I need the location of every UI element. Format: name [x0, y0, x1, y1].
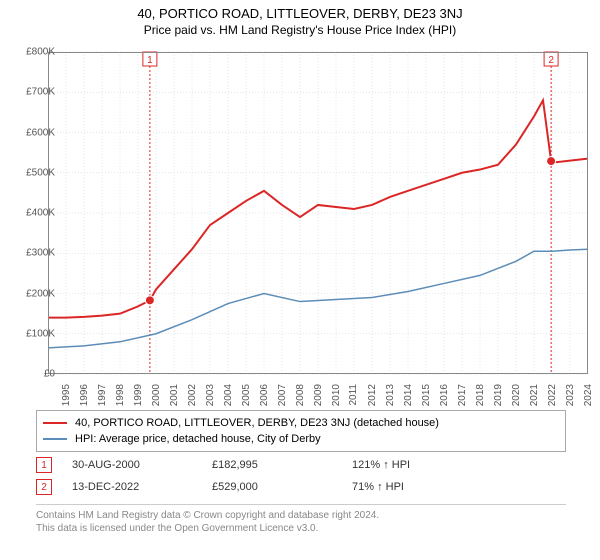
sale-badge: 1 [36, 457, 52, 473]
legend-label: HPI: Average price, detached house, City… [75, 433, 321, 445]
x-tick-label: 1995 [61, 384, 72, 406]
sale-date: 30-AUG-2000 [72, 459, 212, 471]
sale-date: 13-DEC-2022 [72, 481, 212, 493]
x-tick-label: 1997 [97, 384, 108, 406]
x-tick-label: 2011 [348, 384, 359, 406]
x-tick-label: 2009 [313, 384, 324, 406]
svg-text:2: 2 [548, 55, 554, 66]
svg-text:1: 1 [147, 55, 153, 66]
sale-vs-hpi: 71% ↑ HPI [352, 481, 492, 493]
x-tick-label: 2018 [475, 384, 486, 406]
legend: 40, PORTICO ROAD, LITTLEOVER, DERBY, DE2… [36, 410, 566, 452]
page-subtitle: Price paid vs. HM Land Registry's House … [0, 21, 600, 37]
sale-vs-hpi: 121% ↑ HPI [352, 459, 492, 471]
x-tick-label: 2004 [223, 384, 234, 406]
y-tick-label: £500K [5, 167, 55, 178]
x-tick-label: 2001 [169, 384, 180, 406]
table-row: 2 13-DEC-2022 £529,000 71% ↑ HPI [36, 476, 566, 498]
x-tick-label: 2002 [187, 384, 198, 406]
x-tick-label: 2008 [295, 384, 306, 406]
y-tick-label: £100K [5, 328, 55, 339]
sale-badge: 2 [36, 479, 52, 495]
x-tick-label: 2005 [241, 384, 252, 406]
sales-table: 1 30-AUG-2000 £182,995 121% ↑ HPI 2 13-D… [36, 454, 566, 498]
x-tick-label: 2019 [493, 384, 504, 406]
chart-container: 40, PORTICO ROAD, LITTLEOVER, DERBY, DE2… [0, 0, 600, 560]
y-tick-label: £600K [5, 127, 55, 138]
x-tick-label: 2016 [439, 384, 450, 406]
y-tick-label: £700K [5, 87, 55, 98]
legend-item: 40, PORTICO ROAD, LITTLEOVER, DERBY, DE2… [43, 415, 559, 431]
x-tick-label: 1999 [133, 384, 144, 406]
footnote: Contains HM Land Registry data © Crown c… [36, 504, 566, 535]
legend-swatch-icon [43, 422, 67, 424]
x-tick-label: 2015 [421, 384, 432, 406]
footnote-line: This data is licensed under the Open Gov… [36, 522, 566, 535]
x-tick-label: 1996 [79, 384, 90, 406]
x-tick-label: 2014 [403, 384, 414, 406]
x-tick-label: 2020 [511, 384, 522, 406]
x-tick-label: 2017 [457, 384, 468, 406]
x-tick-label: 2006 [259, 384, 270, 406]
x-tick-label: 2000 [151, 384, 162, 406]
chart-plot: 12 [48, 48, 588, 378]
x-tick-label: 2021 [529, 384, 540, 406]
y-tick-label: £800K [5, 47, 55, 58]
table-row: 1 30-AUG-2000 £182,995 121% ↑ HPI [36, 454, 566, 476]
x-tick-label: 2003 [205, 384, 216, 406]
x-tick-label: 2023 [565, 384, 576, 406]
legend-swatch-icon [43, 438, 67, 440]
y-tick-label: £300K [5, 248, 55, 259]
x-tick-label: 2012 [367, 384, 378, 406]
sale-price: £529,000 [212, 481, 352, 493]
sale-price: £182,995 [212, 459, 352, 471]
y-tick-label: £200K [5, 288, 55, 299]
x-tick-label: 2024 [583, 384, 594, 406]
x-tick-label: 2010 [331, 384, 342, 406]
legend-label: 40, PORTICO ROAD, LITTLEOVER, DERBY, DE2… [75, 417, 439, 429]
legend-item: HPI: Average price, detached house, City… [43, 431, 559, 447]
x-tick-label: 2007 [277, 384, 288, 406]
x-tick-label: 2022 [547, 384, 558, 406]
line-chart-svg: 12 [48, 48, 588, 378]
y-tick-label: £0 [5, 369, 55, 380]
x-tick-label: 2013 [385, 384, 396, 406]
footnote-line: Contains HM Land Registry data © Crown c… [36, 509, 566, 522]
x-tick-label: 1998 [115, 384, 126, 406]
page-title: 40, PORTICO ROAD, LITTLEOVER, DERBY, DE2… [0, 0, 600, 21]
y-tick-label: £400K [5, 208, 55, 219]
